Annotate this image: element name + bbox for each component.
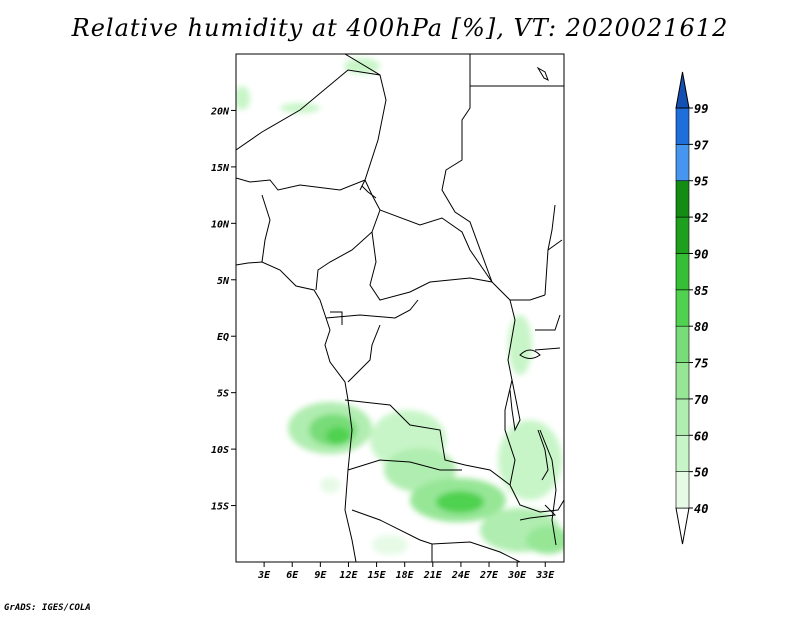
lat-tick-label: 5S	[217, 389, 229, 400]
colorbar-segment	[675, 471, 690, 509]
lon-tick-label: 9E	[314, 570, 327, 581]
colorbar-segment	[675, 434, 690, 472]
colorbar-label: 85	[694, 284, 708, 298]
colorbar-segment	[675, 362, 690, 400]
colorbar-label: 99	[694, 102, 708, 116]
colorbar-bottom-arrow	[675, 507, 690, 545]
colorbar-segment	[675, 325, 690, 363]
map-title: Relative humidity at 400hPa [%], VT: 202…	[71, 14, 729, 42]
colorbar-label: 97	[694, 138, 709, 152]
lon-tick-label: 30E	[507, 570, 527, 581]
longitude-axis: 3E 6E 9E 12E 15E 18E 21E 24E 27E 30E 33E	[257, 562, 555, 581]
lon-tick-label: 27E	[479, 570, 499, 581]
colorbar-label: 92	[694, 211, 708, 225]
colorbar-top-arrow	[675, 71, 690, 109]
colorbar-label: 95	[694, 175, 708, 189]
colorbar-label: 40	[694, 502, 708, 516]
lon-tick-label: 3E	[257, 570, 271, 581]
humidity-shading	[236, 58, 564, 555]
lon-tick-label: 33E	[535, 570, 555, 581]
colorbar-segment	[675, 289, 690, 327]
lat-tick-label: 10S	[211, 445, 229, 456]
lon-tick-label: 18E	[396, 570, 415, 581]
lon-tick-label: 12E	[339, 570, 358, 581]
colorbar-label: 75	[694, 357, 708, 371]
colorbar-segment	[675, 107, 690, 145]
map-frame	[235, 53, 565, 563]
colorbar-segment	[675, 180, 690, 218]
colorbar-label: 80	[694, 320, 708, 334]
credit-text: GrADS: IGES/COLA	[4, 603, 91, 613]
colorbar-segment	[675, 216, 690, 254]
colorbar-segment	[675, 398, 690, 436]
colorbar-segment	[675, 253, 690, 291]
lon-tick-label: 21E	[423, 570, 443, 581]
lat-tick-label: 15N	[211, 163, 230, 174]
colorbar-label: 90	[694, 247, 708, 261]
lat-tick-label: 15S	[211, 502, 229, 513]
lat-tick-label: 5N	[217, 276, 230, 287]
colorbar-label: 50	[694, 466, 708, 480]
lat-tick-label: 20N	[210, 106, 230, 117]
colorbar-label: 60	[694, 429, 708, 443]
latitude-axis: 20N 15N 10N 5N EQ 5S 10S 15S	[210, 106, 236, 513]
lat-tick-label: EQ	[217, 332, 229, 343]
colorbar: 40 50 60 70 75 80 85 90 92 95 97 99	[675, 71, 709, 545]
lat-tick-label: 10N	[211, 219, 230, 230]
colorbar-segment	[675, 144, 690, 182]
colorbar-label: 70	[694, 393, 708, 407]
country-borders	[236, 54, 564, 562]
lon-tick-label: 24E	[451, 570, 471, 581]
lon-tick-label: 15E	[368, 570, 387, 581]
lon-tick-label: 6E	[286, 570, 299, 581]
